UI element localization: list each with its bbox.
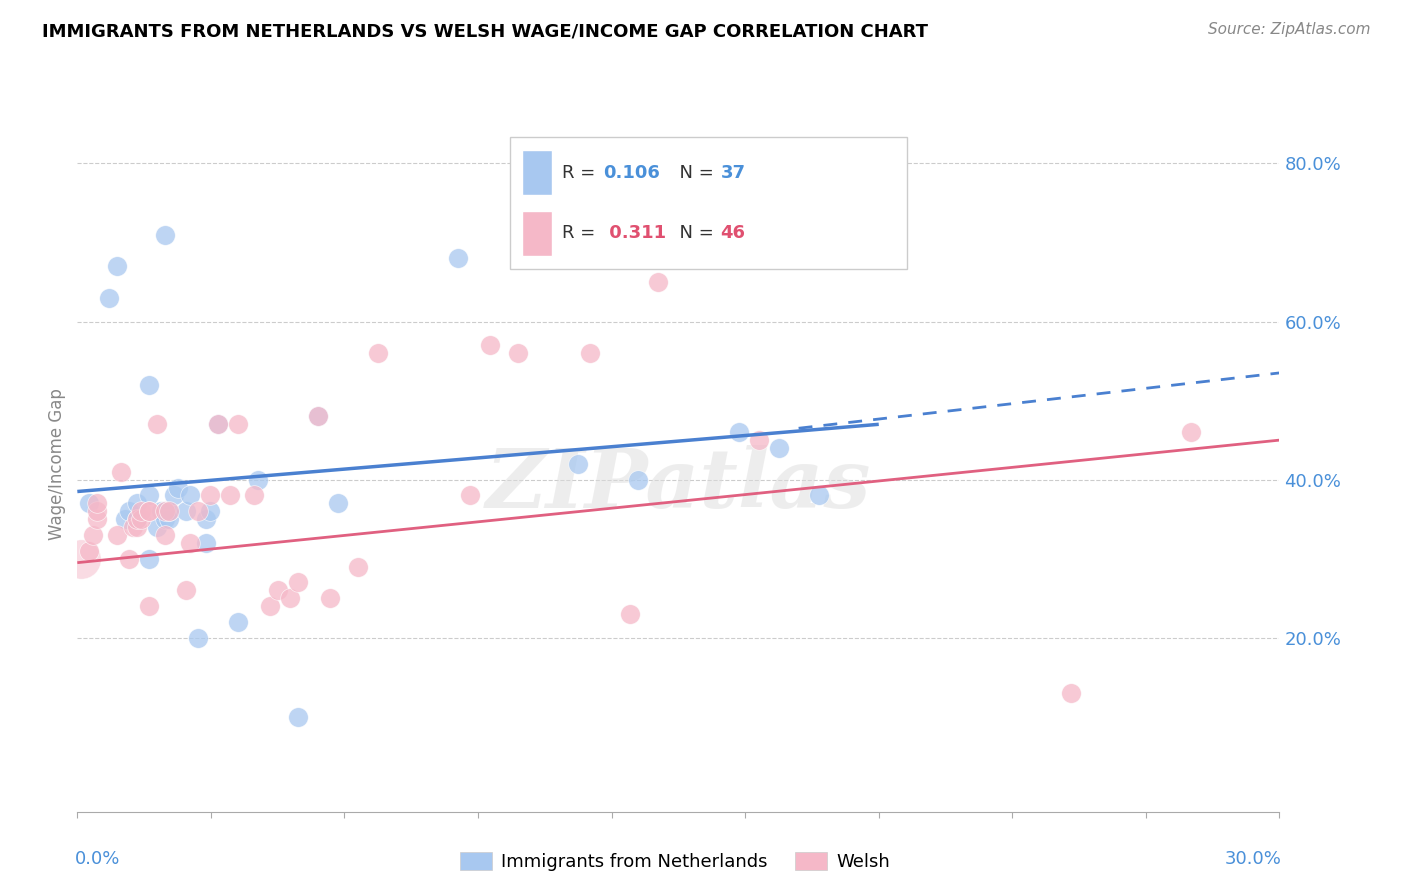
Point — [748, 433, 770, 447]
Point — [508, 346, 530, 360]
Text: R =: R = — [562, 224, 600, 243]
Point — [138, 551, 160, 566]
Point — [155, 528, 177, 542]
Point — [259, 599, 281, 614]
Point — [110, 465, 132, 479]
Point — [307, 409, 329, 424]
Point — [447, 252, 470, 266]
Y-axis label: Wage/Income Gap: Wage/Income Gap — [48, 388, 66, 540]
Point — [567, 457, 589, 471]
Point — [155, 504, 177, 518]
Point — [138, 504, 160, 518]
Point — [226, 615, 249, 629]
Text: 37: 37 — [720, 163, 745, 182]
Point — [107, 259, 129, 273]
Point — [186, 631, 209, 645]
Point — [619, 607, 641, 621]
Text: N =: N = — [668, 224, 718, 243]
Point — [287, 710, 309, 724]
Point — [207, 417, 229, 432]
Point — [138, 504, 160, 518]
Point — [647, 275, 669, 289]
Point — [479, 338, 502, 352]
Point — [627, 473, 650, 487]
Point — [131, 504, 153, 518]
Point — [179, 488, 201, 502]
Text: 0.311: 0.311 — [603, 224, 666, 243]
Point — [207, 417, 229, 432]
Point — [146, 417, 169, 432]
Text: N =: N = — [668, 163, 718, 182]
Point — [807, 488, 830, 502]
Point — [82, 528, 104, 542]
Point — [146, 520, 169, 534]
Point — [79, 543, 101, 558]
Point — [122, 520, 145, 534]
Point — [127, 512, 149, 526]
Point — [98, 291, 121, 305]
Point — [70, 551, 93, 566]
Point — [246, 473, 269, 487]
Text: R =: R = — [562, 163, 600, 182]
Point — [118, 504, 141, 518]
Point — [150, 504, 173, 518]
Point — [114, 512, 136, 526]
Point — [579, 346, 602, 360]
Point — [179, 536, 201, 550]
Text: Source: ZipAtlas.com: Source: ZipAtlas.com — [1208, 22, 1371, 37]
Point — [162, 488, 184, 502]
Point — [287, 575, 309, 590]
Point — [226, 417, 249, 432]
Point — [159, 512, 181, 526]
Point — [155, 504, 177, 518]
Point — [166, 481, 188, 495]
Point — [194, 536, 217, 550]
Point — [174, 504, 197, 518]
Point — [1180, 425, 1202, 440]
Point — [118, 551, 141, 566]
Point — [347, 559, 370, 574]
Point — [458, 488, 481, 502]
Point — [727, 425, 749, 440]
Point — [155, 227, 177, 242]
Point — [319, 591, 342, 606]
Legend: Immigrants from Netherlands, Welsh: Immigrants from Netherlands, Welsh — [453, 845, 897, 879]
Text: 46: 46 — [720, 224, 745, 243]
Point — [242, 488, 264, 502]
Point — [138, 488, 160, 502]
Point — [278, 591, 301, 606]
Point — [186, 504, 209, 518]
Point — [107, 528, 129, 542]
Text: IMMIGRANTS FROM NETHERLANDS VS WELSH WAGE/INCOME GAP CORRELATION CHART: IMMIGRANTS FROM NETHERLANDS VS WELSH WAG… — [42, 22, 928, 40]
Point — [218, 488, 240, 502]
Point — [86, 504, 108, 518]
Point — [138, 377, 160, 392]
Point — [86, 496, 108, 510]
Point — [326, 496, 349, 510]
Text: ZIPatlas: ZIPatlas — [485, 445, 872, 524]
Text: 0.0%: 0.0% — [75, 850, 121, 868]
Point — [155, 512, 177, 526]
Point — [198, 504, 221, 518]
Point — [131, 512, 153, 526]
Point — [127, 520, 149, 534]
Point — [768, 441, 790, 455]
Point — [159, 504, 181, 518]
Point — [194, 512, 217, 526]
Point — [367, 346, 389, 360]
Point — [159, 504, 181, 518]
Point — [127, 512, 149, 526]
Point — [1060, 686, 1083, 700]
Point — [307, 409, 329, 424]
Point — [86, 512, 108, 526]
Point — [127, 496, 149, 510]
Text: 0.106: 0.106 — [603, 163, 659, 182]
Point — [198, 488, 221, 502]
Point — [267, 583, 290, 598]
Point — [174, 583, 197, 598]
Point — [868, 235, 890, 250]
Point — [138, 599, 160, 614]
Text: 30.0%: 30.0% — [1225, 850, 1282, 868]
Point — [79, 496, 101, 510]
